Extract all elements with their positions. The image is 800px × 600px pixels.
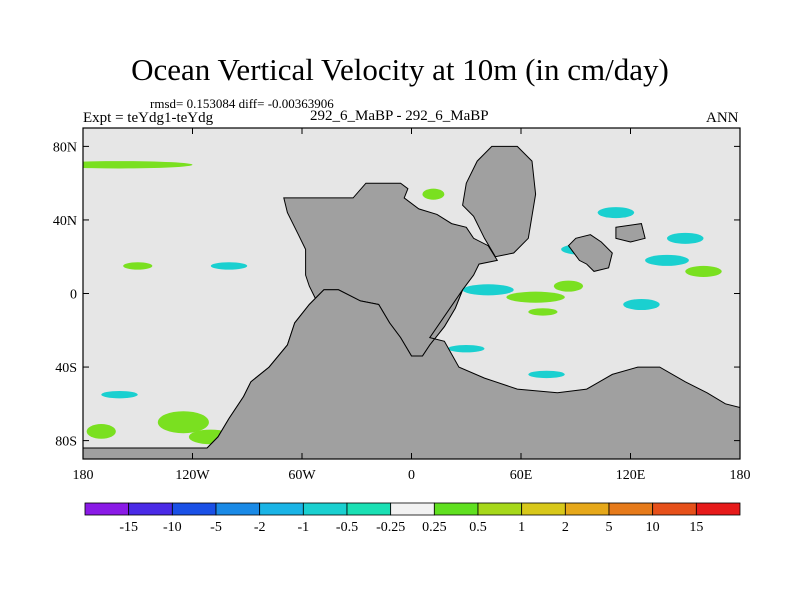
anomaly-patch-4 (123, 262, 153, 270)
colorbar-label: 10 (646, 520, 660, 535)
land-masses (83, 145, 740, 459)
colorbar-label: 0.25 (422, 520, 447, 535)
x-tick-label: 120E (616, 468, 646, 483)
x-tick-label: 180 (730, 468, 751, 483)
y-axis: 80N 40N 0 40S 80S (53, 140, 740, 450)
anomaly-patch-5 (210, 262, 248, 270)
colorbar-swatch (84, 502, 130, 516)
colorbar-swatch (564, 502, 610, 516)
y-tick-label: 80S (55, 435, 77, 450)
experiment-label: Expt = teYdg1-teYdg (83, 110, 214, 126)
anomaly-patch-18 (528, 308, 558, 316)
colorbar-swatch (695, 502, 741, 516)
y-tick-label: 80N (53, 140, 77, 155)
anomaly-patch-8 (422, 188, 445, 200)
colorbar-label: -1 (297, 520, 309, 535)
x-axis: 180 120W 60W 0 60E 120E 180 (73, 128, 751, 483)
chart-title: Ocean Vertical Velocity at 10m (in cm/da… (131, 52, 669, 87)
colorbar-swatch (171, 502, 217, 516)
colorbar-swatch (259, 502, 304, 516)
x-tick-label: 180 (73, 468, 94, 483)
colorbar-label: 15 (689, 520, 703, 535)
season-label: ANN (706, 110, 739, 126)
anomaly-patch-3 (86, 424, 116, 439)
colorbar-swatch (215, 502, 261, 516)
anomaly-patch-17 (553, 280, 584, 292)
x-tick-label: 120W (175, 468, 210, 483)
anomaly-patch-19 (528, 370, 565, 379)
land-africa-asia (83, 289, 740, 459)
y-tick-label: 40S (55, 361, 77, 376)
colorbar-swatch (477, 502, 523, 516)
colorbar-label: -0.5 (336, 520, 358, 535)
colorbar-label: 0.5 (469, 520, 487, 535)
colorbar: -15 -10 -5 -2 -1 -0.5 -0.25 0.25 0.5 1 2 5 10 15 (84, 502, 741, 535)
colorbar-swatch (608, 502, 654, 516)
colorbar-label: 1 (518, 520, 525, 535)
anomaly-patch-16 (667, 232, 704, 244)
colorbar-swatch (346, 502, 392, 516)
colorbar-label: -15 (119, 520, 138, 535)
land-greenland (462, 145, 537, 258)
colorbar-label: -5 (210, 520, 222, 535)
colorbar-label: -10 (163, 520, 182, 535)
anomaly-patch-1 (157, 411, 209, 434)
land-indian-block (567, 234, 613, 272)
x-tick-label: 0 (408, 468, 415, 483)
colorbar-label: 5 (606, 520, 613, 535)
colorbar-swatch (390, 502, 435, 516)
anomaly-patch-15 (685, 265, 722, 277)
stats-line: rmsd= 0.153084 diff= -0.00363906 (150, 96, 334, 111)
anomaly-patch-10 (506, 291, 565, 303)
colorbar-label: -0.25 (376, 520, 405, 535)
colorbar-swatch (652, 502, 697, 516)
y-tick-label: 40N (53, 214, 77, 229)
chart-subtitle: 292_6_MaBP - 292_6_MaBP (310, 108, 489, 124)
anomaly-patch-13 (623, 299, 660, 311)
colorbar-swatch (433, 502, 479, 516)
y-tick-label: 0 (70, 288, 77, 303)
colorbar-label: -2 (254, 520, 266, 535)
colorbar-swatch (521, 502, 566, 516)
x-tick-label: 60E (510, 468, 533, 483)
anomaly-patch-23 (448, 344, 485, 353)
anomaly-patch-6 (101, 390, 138, 399)
anomaly-patch-12 (597, 207, 635, 219)
colorbar-swatch (128, 502, 173, 516)
anomaly-patch-14 (645, 254, 689, 266)
anomaly-patch-0 (83, 161, 193, 169)
x-tick-label: 60W (288, 468, 316, 483)
colorbar-label: 2 (562, 520, 569, 535)
colorbar-swatch (302, 502, 348, 516)
anomaly-patch-9 (462, 284, 514, 296)
land-east-island (615, 223, 646, 243)
